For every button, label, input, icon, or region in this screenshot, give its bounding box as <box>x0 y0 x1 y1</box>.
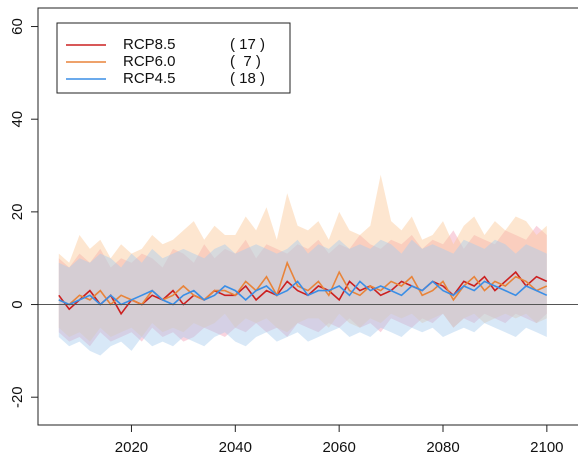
y-tick-label: 0 <box>9 300 26 308</box>
range-band <box>58 225 547 347</box>
y-tick-label: 20 <box>9 204 26 221</box>
y-tick-label: 60 <box>9 18 26 35</box>
series-line <box>58 280 548 306</box>
range-band <box>58 239 547 356</box>
legend-count: ( 18 ) <box>230 70 265 87</box>
legend-label: RCP8.5 <box>123 36 176 53</box>
legend-count: ( 17 ) <box>230 36 265 53</box>
legend: RCP8.5 ( 17 ) RCP6.0 ( 7 ) RCP4.5 ( 18 ) <box>56 22 291 94</box>
y-tick-label: -20 <box>9 386 26 408</box>
legend-label: RCP6.0 <box>123 53 176 70</box>
x-tick-label: 2040 <box>219 439 252 456</box>
legend-count: ( 7 ) <box>230 53 261 70</box>
y-tick-label: 40 <box>9 111 26 128</box>
x-tick-label: 2060 <box>322 439 355 456</box>
x-tick-label: 2100 <box>530 439 563 456</box>
plot-frame <box>37 7 578 426</box>
legend-label: RCP4.5 <box>123 70 176 87</box>
legend-box <box>56 22 291 94</box>
lines <box>58 260 548 316</box>
x-tick-label: 2020 <box>115 439 148 456</box>
bands <box>58 174 547 356</box>
x-tick-label: 2080 <box>426 439 459 456</box>
